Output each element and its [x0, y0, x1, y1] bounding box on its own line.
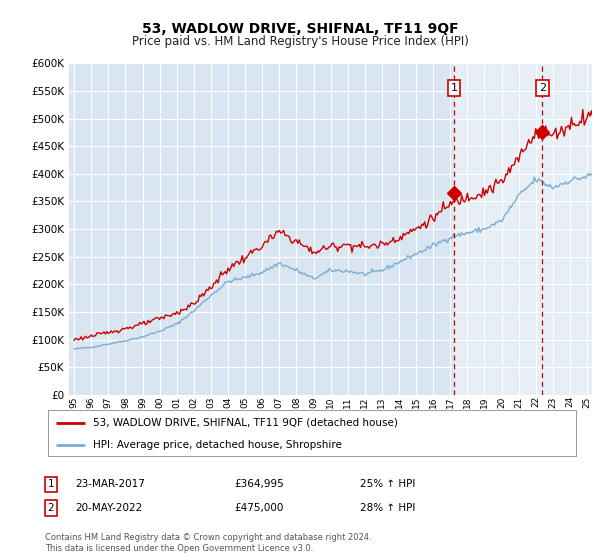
Text: 53, WADLOW DRIVE, SHIFNAL, TF11 9QF (detached house): 53, WADLOW DRIVE, SHIFNAL, TF11 9QF (det…	[93, 418, 398, 428]
Text: 25% ↑ HPI: 25% ↑ HPI	[360, 479, 415, 489]
Text: £475,000: £475,000	[234, 503, 283, 513]
Text: 2: 2	[539, 83, 546, 93]
Text: 23-MAR-2017: 23-MAR-2017	[75, 479, 145, 489]
Text: 2: 2	[47, 503, 55, 513]
Text: 1: 1	[47, 479, 55, 489]
Text: 28% ↑ HPI: 28% ↑ HPI	[360, 503, 415, 513]
Text: HPI: Average price, detached house, Shropshire: HPI: Average price, detached house, Shro…	[93, 440, 342, 450]
Bar	[454, 63, 592, 395]
Text: 20-MAY-2022: 20-MAY-2022	[75, 503, 142, 513]
Text: Contains HM Land Registry data © Crown copyright and database right 2024.
This d: Contains HM Land Registry data © Crown c…	[45, 533, 371, 553]
Text: 53, WADLOW DRIVE, SHIFNAL, TF11 9QF: 53, WADLOW DRIVE, SHIFNAL, TF11 9QF	[142, 22, 458, 36]
Text: 1: 1	[451, 83, 458, 93]
Text: £364,995: £364,995	[234, 479, 284, 489]
Text: Price paid vs. HM Land Registry's House Price Index (HPI): Price paid vs. HM Land Registry's House …	[131, 35, 469, 48]
